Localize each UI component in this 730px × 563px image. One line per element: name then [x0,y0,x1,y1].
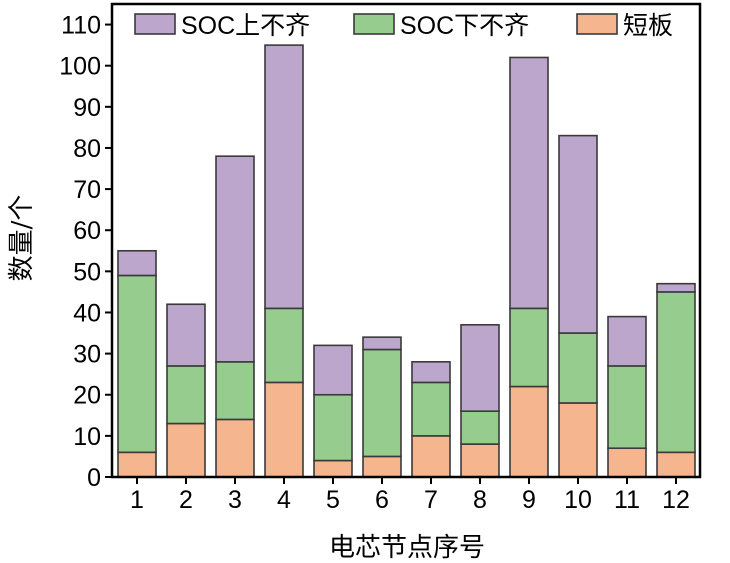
legend-label-0: SOC上不齐 [181,12,310,40]
bar-segment-8-1 [460,410,500,445]
y-tick-label-80: 80 [73,135,101,163]
bar-segment-4-0 [264,381,304,478]
bar-segment-4-1 [264,307,304,384]
bar-segment-11-0 [607,447,647,478]
x-tick-label-10: 10 [564,486,592,514]
x-tick-label-4: 4 [277,486,291,514]
bar-segment-7-2 [411,361,451,384]
bar-segment-10-0 [558,402,598,478]
y-tick-label-70: 70 [73,176,101,204]
x-tick-label-3: 3 [228,486,242,514]
bar-segment-12-1 [656,291,696,454]
y-tick-label-100: 100 [59,53,101,81]
bar-segment-7-1 [411,381,451,437]
y-tick-label-110: 110 [61,12,101,40]
bar-segment-6-1 [362,348,402,458]
bar-segment-1-1 [117,274,157,454]
bar-segment-2-0 [166,422,206,478]
bar-segment-5-2 [313,344,353,396]
bar-segment-3-2 [215,155,255,363]
y-tick-label-20: 20 [73,382,101,410]
legend-label-1: SOC下不齐 [400,12,529,40]
bar-segment-10-1 [558,332,598,404]
bar-segment-9-0 [509,385,549,478]
x-tick-label-7: 7 [424,486,438,514]
x-tick-label-12: 12 [662,486,690,514]
bar-segment-11-1 [607,365,647,450]
x-tick-label-8: 8 [473,486,487,514]
bar-segment-8-2 [460,324,500,412]
legend: SOC上不齐 SOC下不齐 短板 [134,12,673,40]
bar-segment-9-1 [509,307,549,388]
bar-segment-11-2 [607,315,647,367]
bar-segment-6-2 [362,336,402,351]
y-tick-label-60: 60 [73,217,101,245]
bar-segment-2-2 [166,303,206,367]
bar-segment-7-0 [411,435,451,478]
bar-segment-3-1 [215,361,255,421]
bar-segment-8-0 [460,443,500,478]
x-tick-label-5: 5 [326,486,340,514]
y-tick-label-50: 50 [73,258,101,286]
bar-segment-9-2 [509,56,549,310]
bar-segment-10-2 [558,134,598,334]
legend-swatch-2 [576,13,618,35]
bar-segment-1-0 [117,451,157,478]
y-axis-title: 数量/个 [7,195,37,282]
bar-segment-1-2 [117,249,157,277]
bar-segment-6-0 [362,455,402,478]
bar-segment-5-0 [313,459,353,478]
x-tick-label-2: 2 [179,486,193,514]
plot-frame [110,2,702,479]
bar-segment-3-0 [215,418,255,478]
x-tick-label-6: 6 [375,486,389,514]
x-tick-label-9: 9 [522,486,536,514]
bar-segment-4-2 [264,44,304,310]
legend-label-2: 短板 [623,12,673,40]
bar-segment-12-2 [656,282,696,293]
y-tick-label-10: 10 [73,423,101,451]
bar-segment-12-0 [656,451,696,478]
x-axis-title: 电芯节点序号 [329,533,485,563]
y-tick-label-0: 0 [87,464,101,492]
bar-segment-5-1 [313,393,353,462]
y-tick-label-30: 30 [73,341,101,369]
bar-segment-2-1 [166,365,206,425]
y-tick-label-90: 90 [73,94,101,122]
bars-layer [117,44,696,478]
y-tick-label-40: 40 [73,299,101,327]
x-tick-label-11: 11 [614,486,640,514]
legend-swatch-0 [134,13,176,35]
legend-swatch-1 [353,13,395,35]
x-tick-label-1: 1 [130,486,144,514]
